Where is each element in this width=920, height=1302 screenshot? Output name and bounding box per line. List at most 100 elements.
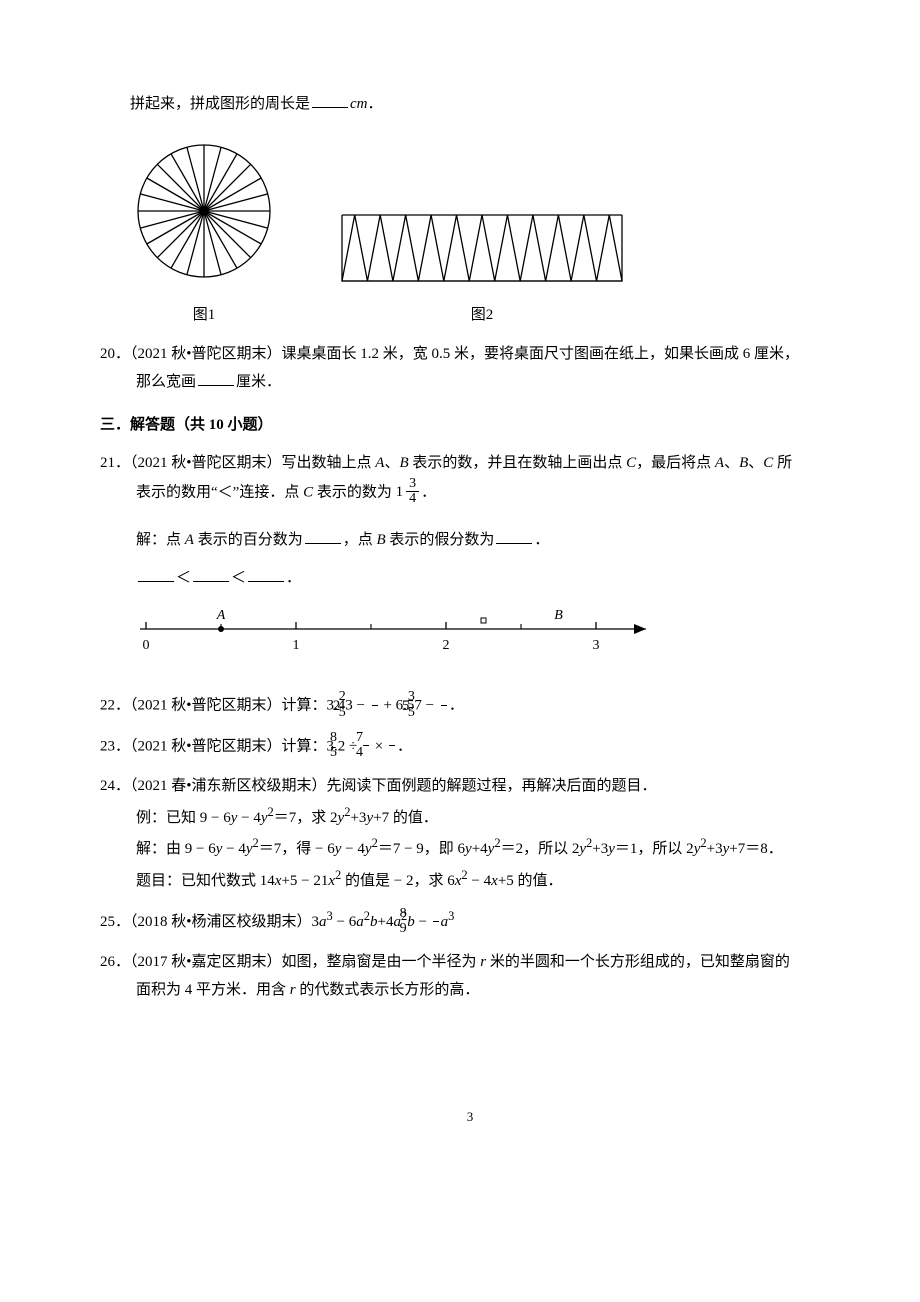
q21-m1: 、 [384, 455, 399, 471]
q25-t3: − [415, 914, 431, 930]
q24-l4a: 题目：已知代数式 14 [136, 873, 275, 889]
q21-line2: 表示的数用“＜”连接．点 C 表示的数为 134． [100, 478, 840, 508]
period: ． [368, 96, 383, 112]
q22-m2d: 5 [441, 705, 447, 721]
q24-l4d: − 4 [468, 873, 491, 889]
figures-row: 图1 图2 [130, 137, 840, 330]
q25-fd: 9 [433, 921, 439, 937]
q24-l3y5: y [465, 841, 472, 857]
q24-l3y4: y [365, 841, 372, 857]
page-number: 3 [100, 1105, 840, 1130]
q20-line1: 20．（2021 秋•普陀区期末）课桌桌面长 1.2 米，宽 0.5 米，要将桌… [100, 346, 799, 362]
q25-pre: 25．（2018 秋•杨浦区校级期末）3 [100, 914, 319, 930]
figure2-label: 图2 [338, 301, 626, 330]
figure1-svg [130, 137, 278, 285]
q22: 22．（2021 秋•普陀区期末）计算：3.43 − 225 + 6.57 − … [100, 691, 840, 721]
q21-s-m2: ，点 [343, 532, 377, 548]
q21-frac: 34 [406, 477, 419, 507]
q21-C: C [626, 455, 636, 471]
q22-m1d: 5 [372, 705, 378, 721]
q23-f2: 74 [389, 731, 395, 761]
q25-t1: − 6 [333, 914, 356, 930]
q24-l3h: +3 [592, 841, 608, 857]
figure1-label: 图1 [130, 301, 278, 330]
q21-B2: B [739, 455, 748, 471]
q24-l3k: +7＝8． [729, 841, 782, 857]
q24-l3y8: y [608, 841, 615, 857]
q21-A2: A [715, 455, 724, 471]
q24-l2: 例：已知 9 − 6y − 4y2＝7，求 2y2+3y+7 的值． [100, 801, 840, 833]
q21-ineq-end: ． [286, 570, 301, 586]
q21-ineq-b1 [138, 566, 174, 583]
q24-l4c: 的值是 − 2，求 6 [341, 873, 454, 889]
q24-l2c: ＝7，求 2 [274, 810, 338, 826]
q21-l2c: ． [421, 484, 436, 500]
q21-B: B [399, 455, 408, 471]
q21-l2a: 表示的数用“＜”连接．点 [136, 484, 303, 500]
q21-line1: 21．（2021 秋•普陀区期末）写出数轴上点 A、B 表示的数，并且在数轴上画… [100, 449, 840, 478]
q22-m1n: 2 [372, 690, 378, 705]
svg-text:3: 3 [593, 638, 600, 653]
q24-l3b: − 4 [222, 841, 245, 857]
q20-line2: 那么宽画厘米． [100, 368, 840, 397]
q21-s-pre: 解：点 [136, 532, 185, 548]
q26-l1: 26．（2017 秋•嘉定区期末）如图，整扇窗是由一个半径为 r 米的半圆和一个… [100, 948, 840, 977]
q23-f2n: 7 [389, 731, 395, 746]
q21-whole: 1 [396, 478, 404, 507]
q24-l3f: +4 [472, 841, 488, 857]
q21-lt1: ＜ [176, 570, 191, 586]
q24-l3i: ＝1，所以 2 [615, 841, 694, 857]
q24-l3d: − 4 [341, 841, 364, 857]
q23-f1: 85 [363, 731, 369, 761]
q21-m4: 、 [724, 455, 739, 471]
q20-l2a: 那么宽画 [136, 374, 196, 390]
q25-c2: 3 [448, 909, 454, 923]
q21-mixed: 134 [396, 478, 422, 508]
q21-m6: 所 [773, 455, 792, 471]
q20-blank [198, 370, 234, 387]
q21-ineq-b3 [248, 566, 284, 583]
q23-end: ． [397, 738, 412, 754]
page: 拼起来，拼成图形的周长是cm． 图1 图2 20．（2021 秋•普陀区期末）课… [0, 0, 920, 1170]
q25-a2: a [356, 914, 364, 930]
svg-text:1: 1 [293, 638, 300, 653]
q21-inequality: ＜＜． [136, 564, 840, 593]
q23-pre: 23．（2021 秋•普陀区期末）计算：3.2 ÷ [100, 738, 361, 754]
q21-C2: C [763, 455, 773, 471]
continuation-text: 拼起来，拼成图形的周长是 [130, 96, 310, 112]
q26-l2a: 面积为 4 平方米．用含 [136, 982, 290, 998]
q22-pre: 22．（2021 秋•普陀区期末）计算：3.43 − [100, 698, 369, 714]
q23-times: × [371, 738, 387, 754]
q24-l2b: − 4 [237, 810, 260, 826]
numberline-wrap: 0123AB [130, 607, 840, 678]
q24-l2d: +3 [350, 810, 366, 826]
q22-m2n: 3 [441, 690, 447, 705]
q25-a1: a [319, 914, 327, 930]
q23-f2d: 4 [389, 745, 395, 761]
q25-b2: b [407, 914, 415, 930]
q22-m1f: 25 [372, 690, 378, 720]
q22-end: ． [449, 698, 464, 714]
q25-frac: 89 [433, 907, 439, 937]
figure2-col: 图2 [338, 211, 626, 330]
q21-m5: 、 [748, 455, 763, 471]
q21-ineq-b2 [193, 566, 229, 583]
q21-solve-line: 解：点 A 表示的百分数为，点 B 表示的假分数为． [136, 526, 840, 555]
q21-blank-B [496, 527, 532, 544]
figure2-svg [338, 211, 626, 285]
q24-x4: x [491, 873, 498, 889]
q24-l2a: 例：已知 9 − 6 [136, 810, 231, 826]
q26-l2b: 的代数式表示长方形的高． [296, 982, 480, 998]
svg-text:2: 2 [443, 638, 450, 653]
q21-s-m1: 表示的百分数为 [194, 532, 303, 548]
q21-s-A: A [185, 532, 194, 548]
q24-l3y2: y [246, 841, 253, 857]
q21-C3: C [303, 484, 313, 500]
q21-m2: 表示的数，并且在数轴上画出点 [409, 455, 627, 471]
q23-f1d: 5 [363, 745, 369, 761]
q24-l4: 题目：已知代数式 14x+5 − 21x2 的值是 − 2，求 6x2 − 4x… [100, 864, 840, 896]
q21-s-m3: 表示的假分数为 [386, 532, 495, 548]
q23-f1n: 8 [363, 731, 369, 746]
q26-l2: 面积为 4 平方米．用含 r 的代数式表示长方形的高． [100, 976, 840, 1005]
q24-l4e: +5 的值． [498, 873, 563, 889]
